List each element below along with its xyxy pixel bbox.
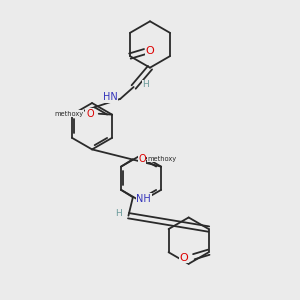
Text: O: O	[138, 154, 146, 164]
Text: H: H	[115, 209, 122, 218]
Text: methoxy: methoxy	[148, 156, 177, 162]
Text: methoxy: methoxy	[55, 111, 84, 117]
Text: O: O	[180, 253, 188, 262]
Text: O: O	[86, 109, 94, 119]
Text: O: O	[146, 46, 154, 56]
Text: H: H	[142, 80, 149, 89]
Text: NH: NH	[136, 194, 151, 204]
Text: HN: HN	[103, 92, 118, 102]
